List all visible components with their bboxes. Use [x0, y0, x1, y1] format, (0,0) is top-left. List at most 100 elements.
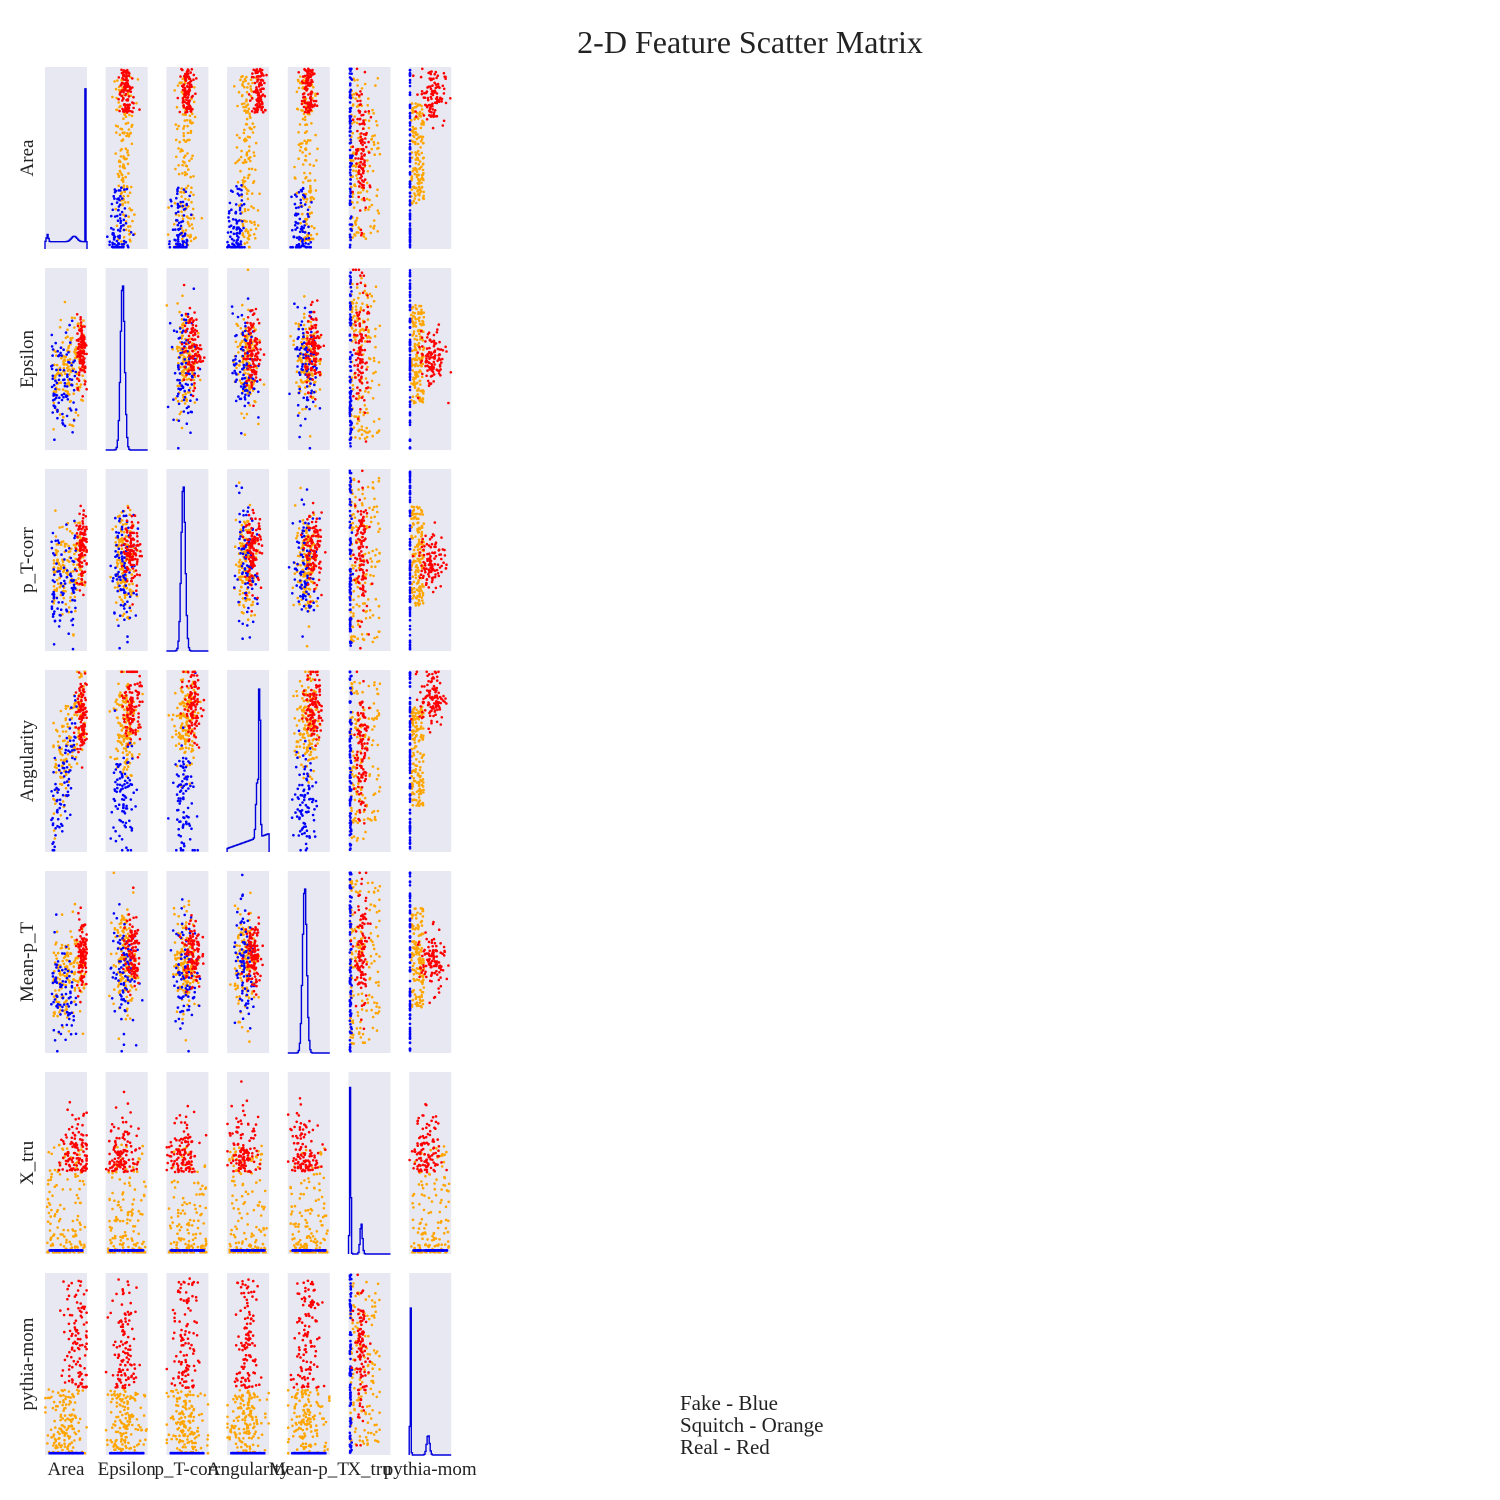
point-squitch — [183, 402, 187, 405]
point-fake — [408, 388, 412, 392]
point-fake — [113, 197, 116, 200]
point-real — [314, 363, 317, 367]
point-squitch — [368, 198, 371, 202]
point-real — [189, 363, 192, 367]
point-squitch — [181, 217, 185, 221]
point-squitch — [374, 327, 377, 331]
point-fake — [408, 356, 412, 360]
point-squitch — [367, 330, 370, 334]
point-squitch — [414, 373, 417, 377]
point-real — [135, 573, 139, 576]
point-fake — [241, 333, 245, 337]
point-fake — [173, 371, 177, 375]
point-real — [357, 353, 361, 357]
point-squitch — [126, 151, 129, 154]
point-fake — [72, 586, 76, 589]
point-fake — [306, 212, 310, 216]
point-real — [183, 100, 186, 104]
point-squitch — [253, 399, 256, 403]
point-real — [131, 603, 134, 606]
point-squitch — [62, 363, 66, 366]
point-real — [130, 563, 134, 567]
point-fake — [295, 348, 299, 351]
point-real — [79, 327, 83, 331]
point-fake — [408, 396, 412, 399]
point-squitch — [417, 310, 420, 314]
point-real — [305, 373, 309, 377]
point-real — [365, 325, 369, 329]
point-fake — [114, 516, 117, 520]
point-fake — [408, 238, 412, 241]
point-real — [132, 106, 135, 110]
point-squitch — [420, 310, 423, 314]
point-fake — [116, 228, 120, 232]
point-fake — [302, 335, 305, 339]
point-squitch — [254, 141, 258, 145]
point-squitch — [308, 163, 312, 166]
point-real — [189, 71, 192, 74]
point-fake — [408, 286, 412, 290]
point-real — [358, 111, 362, 114]
point-real — [309, 337, 312, 341]
point-squitch — [177, 164, 180, 167]
point-fake — [50, 540, 53, 544]
point-fake — [126, 245, 130, 249]
point-squitch — [314, 380, 317, 384]
point-squitch — [189, 217, 192, 220]
point-squitch — [181, 172, 184, 175]
point-squitch — [66, 369, 70, 373]
point-fake — [238, 206, 242, 210]
point-real — [357, 157, 360, 160]
point-fake — [350, 215, 353, 218]
point-real — [351, 118, 355, 121]
point-fake — [114, 566, 117, 570]
point-real — [78, 512, 81, 516]
point-fake — [70, 383, 73, 387]
point-squitch — [357, 394, 361, 398]
point-fake — [188, 194, 191, 198]
point-real — [191, 349, 194, 353]
point-squitch — [250, 221, 253, 225]
point-squitch — [57, 582, 60, 585]
point-squitch — [355, 301, 358, 305]
point-real — [432, 77, 435, 80]
point-real — [80, 334, 83, 338]
point-real — [190, 317, 194, 320]
point-real — [311, 378, 315, 381]
point-real — [85, 548, 88, 552]
point-squitch — [64, 602, 68, 606]
point-squitch — [354, 221, 357, 224]
point-squitch — [417, 163, 421, 166]
point-squitch — [359, 306, 363, 310]
point-squitch — [114, 87, 118, 91]
point-real — [122, 88, 126, 92]
point-fake — [173, 238, 176, 242]
point-real — [318, 373, 322, 377]
point-squitch — [305, 123, 309, 126]
point-real — [424, 364, 427, 368]
point-fake — [309, 245, 313, 249]
point-squitch — [238, 344, 242, 347]
point-squitch — [308, 172, 312, 175]
point-squitch — [416, 133, 419, 136]
point-squitch — [133, 213, 136, 216]
point-fake — [307, 225, 310, 229]
point-squitch — [416, 393, 420, 396]
point-real — [265, 73, 268, 77]
point-squitch — [183, 119, 187, 122]
point-real — [187, 321, 190, 325]
point-real — [319, 333, 323, 337]
point-squitch — [135, 101, 138, 105]
point-squitch — [418, 322, 422, 326]
point-squitch — [245, 123, 249, 126]
point-squitch — [356, 78, 359, 82]
point-fake — [408, 240, 412, 244]
point-fake — [239, 212, 242, 215]
point-squitch — [372, 143, 376, 146]
point-fake — [408, 160, 412, 164]
point-squitch — [410, 313, 413, 317]
point-fake — [57, 401, 60, 405]
point-real — [134, 569, 138, 572]
point-real — [79, 504, 82, 508]
point-fake — [112, 245, 116, 249]
